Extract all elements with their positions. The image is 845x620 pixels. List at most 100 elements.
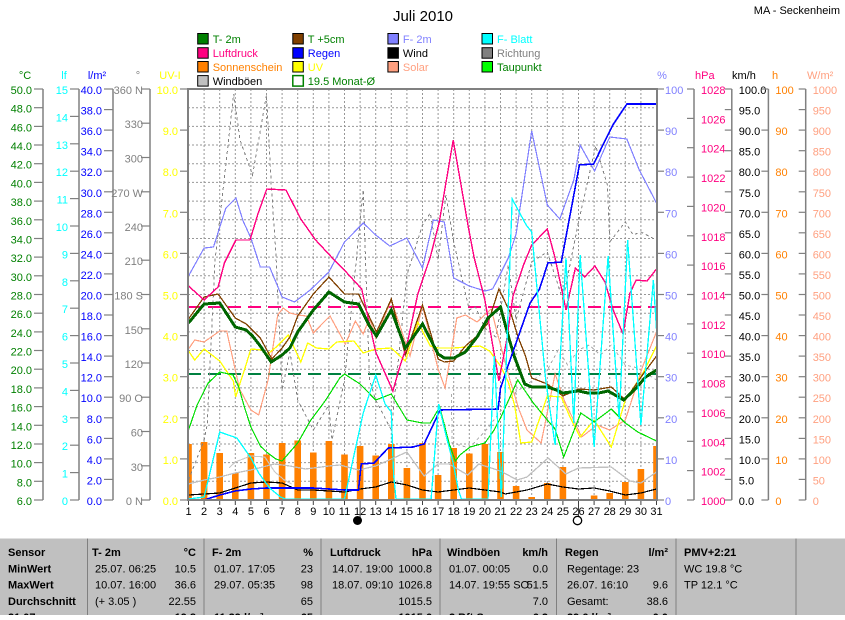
svg-text:30.0: 30.0: [11, 272, 32, 284]
svg-text:8.0: 8.0: [87, 414, 102, 426]
svg-text:210: 210: [125, 256, 143, 268]
svg-text:600: 600: [813, 249, 831, 261]
svg-text:70: 70: [665, 208, 677, 220]
svg-text:350: 350: [813, 352, 831, 364]
svg-text:F- Blatt: F- Blatt: [497, 34, 532, 46]
svg-text:h: h: [772, 70, 778, 82]
svg-text:28.0: 28.0: [81, 208, 102, 220]
svg-text:40: 40: [665, 332, 677, 344]
svg-text:20.0: 20.0: [739, 414, 760, 426]
svg-text:0: 0: [813, 496, 819, 508]
svg-text:8.0: 8.0: [163, 167, 178, 179]
svg-text:0: 0: [62, 496, 68, 508]
svg-text:Durchschnitt: Durchschnitt: [8, 596, 76, 608]
svg-text:4: 4: [62, 386, 68, 398]
svg-text:1014: 1014: [701, 291, 725, 303]
svg-text:65: 65: [301, 596, 313, 608]
svg-text:19: 19: [463, 506, 475, 518]
svg-text:10.0: 10.0: [157, 85, 178, 97]
svg-text:25: 25: [557, 506, 569, 518]
svg-text:Regen: Regen: [308, 48, 340, 60]
svg-text:50: 50: [813, 475, 825, 487]
svg-text:1018: 1018: [701, 232, 725, 244]
svg-text:20.0: 20.0: [11, 365, 32, 377]
svg-text:36.0: 36.0: [81, 126, 102, 138]
svg-text:2.0: 2.0: [87, 475, 102, 487]
svg-text:14.07. 19:55 SO: 14.07. 19:55 SO: [449, 580, 530, 592]
svg-text:60: 60: [665, 249, 677, 261]
svg-text:38.6: 38.6: [647, 596, 668, 608]
svg-text:T- 2m: T- 2m: [92, 547, 121, 559]
svg-text:4.0: 4.0: [163, 332, 178, 344]
svg-text:4.0: 4.0: [87, 455, 102, 467]
svg-text:450: 450: [813, 311, 831, 323]
svg-text:26.0: 26.0: [11, 309, 32, 321]
svg-text:32.0: 32.0: [81, 167, 102, 179]
svg-text:18.0: 18.0: [81, 311, 102, 323]
svg-text:25.07. 06:25: 25.07. 06:25: [95, 563, 156, 575]
svg-text:0.0: 0.0: [739, 496, 754, 508]
svg-text:1000: 1000: [813, 85, 837, 97]
svg-text:80: 80: [665, 167, 677, 179]
svg-text:10.07. 16:00: 10.07. 16:00: [95, 580, 156, 592]
svg-text:1012: 1012: [701, 320, 725, 332]
svg-text:11: 11: [339, 506, 350, 518]
svg-text:1: 1: [62, 469, 68, 481]
svg-text:T- 2m: T- 2m: [213, 34, 241, 46]
svg-text:6.0: 6.0: [17, 496, 32, 508]
svg-text:24.0: 24.0: [81, 249, 102, 261]
svg-text:1022: 1022: [701, 173, 725, 185]
svg-text:30: 30: [775, 373, 787, 385]
svg-text:1008: 1008: [701, 379, 725, 391]
svg-text:17: 17: [432, 506, 444, 518]
svg-text:3: 3: [217, 506, 223, 518]
svg-text:Taupunkt: Taupunkt: [497, 62, 542, 74]
svg-text:°C: °C: [184, 547, 196, 559]
svg-text:700: 700: [813, 208, 831, 220]
svg-text:28.0: 28.0: [11, 291, 32, 303]
svg-text:2.0: 2.0: [163, 414, 178, 426]
svg-text:1006: 1006: [701, 408, 725, 420]
svg-text:180 S: 180 S: [114, 291, 143, 303]
svg-text:(+ 3.05 ): (+ 3.05 ): [95, 596, 136, 608]
svg-text:200: 200: [813, 414, 831, 426]
svg-text:46.0: 46.0: [11, 122, 32, 134]
svg-text:Gesamt:: Gesamt:: [567, 596, 609, 608]
svg-text:2: 2: [62, 441, 68, 453]
svg-text:6.0: 6.0: [163, 249, 178, 261]
svg-text:400: 400: [813, 332, 831, 344]
svg-text:2: 2: [201, 506, 207, 518]
svg-text:150: 150: [813, 434, 831, 446]
svg-text:95.0: 95.0: [739, 106, 760, 118]
svg-text:100: 100: [665, 85, 683, 97]
svg-text:13: 13: [56, 140, 68, 152]
svg-text:14.07. 19:00: 14.07. 19:00: [332, 563, 393, 575]
svg-text:3.0: 3.0: [163, 373, 178, 385]
svg-text:T +5cm: T +5cm: [308, 34, 345, 46]
svg-text:Windböen: Windböen: [447, 547, 500, 559]
svg-text:90.0: 90.0: [739, 126, 760, 138]
svg-text:240: 240: [125, 222, 143, 234]
svg-text:7: 7: [62, 304, 68, 316]
svg-text:120: 120: [125, 359, 143, 371]
svg-text:9: 9: [310, 506, 316, 518]
svg-text:1000.8: 1000.8: [398, 563, 432, 575]
svg-text:7.0: 7.0: [533, 596, 548, 608]
svg-text:10.0: 10.0: [739, 455, 760, 467]
svg-text:21: 21: [494, 506, 506, 518]
svg-text:5: 5: [62, 359, 68, 371]
svg-text:36.6: 36.6: [175, 580, 196, 592]
svg-text:PMV+2:21: PMV+2:21: [684, 547, 736, 559]
svg-text:0.0: 0.0: [87, 496, 102, 508]
svg-text:Sensor: Sensor: [8, 547, 46, 559]
svg-text:26.07. 16:10: 26.07. 16:10: [567, 580, 628, 592]
svg-text:15.0: 15.0: [739, 434, 760, 446]
svg-text:01.07. 17:05: 01.07. 17:05: [214, 563, 275, 575]
svg-text:48.0: 48.0: [11, 104, 32, 116]
svg-text:51.5: 51.5: [527, 580, 548, 592]
svg-text:MaxWert: MaxWert: [8, 580, 54, 592]
svg-text:16.0: 16.0: [11, 403, 32, 415]
svg-text:98: 98: [301, 580, 313, 592]
svg-text:km/h: km/h: [522, 547, 548, 559]
svg-text:26.0: 26.0: [81, 229, 102, 241]
